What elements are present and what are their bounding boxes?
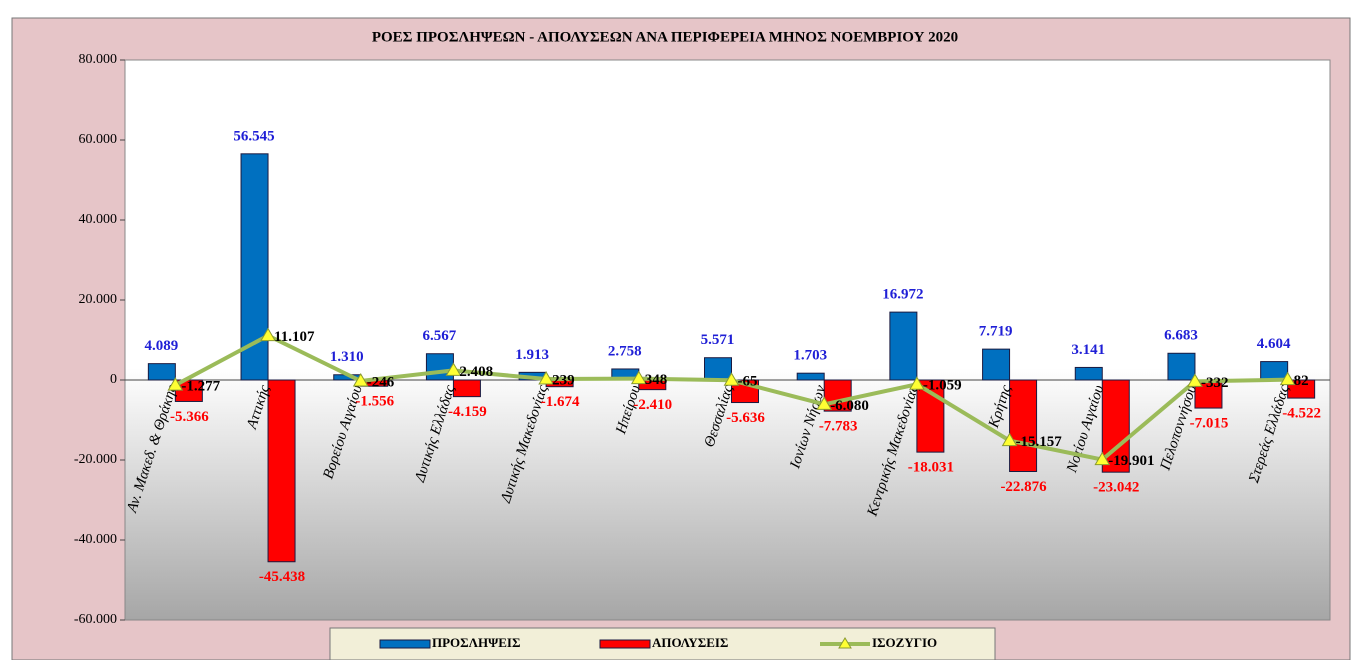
bar <box>704 357 732 381</box>
line-marker <box>352 372 369 387</box>
data-label: 16.972 <box>882 287 923 303</box>
y-tick-label: -40.000 <box>74 532 117 547</box>
data-label: -45.438 <box>259 569 305 585</box>
bar <box>1260 361 1289 381</box>
data-label: -23.042 <box>1093 480 1139 496</box>
data-label: 5.571 <box>701 332 735 348</box>
data-label: 2.408 <box>459 364 493 380</box>
y-tick-label: -20.000 <box>74 452 117 467</box>
legend-marker <box>838 637 852 649</box>
data-label: 1.913 <box>515 347 549 363</box>
line-marker <box>260 327 276 342</box>
bar <box>889 311 918 381</box>
line-marker <box>1001 432 1018 447</box>
line-marker <box>167 377 184 391</box>
bar <box>452 379 481 398</box>
data-label: -2.410 <box>633 397 672 413</box>
bar <box>982 348 1011 381</box>
data-label: -15.157 <box>1016 434 1063 450</box>
data-label: -4.522 <box>1282 406 1321 422</box>
line-marker <box>1094 451 1111 466</box>
data-label: 2.758 <box>608 343 642 359</box>
bar <box>796 372 825 381</box>
data-label: -18.031 <box>908 460 954 476</box>
chart-title: ΡΟΕΣ ΠΡΟΣΛΗΨΕΩΝ - ΑΠΟΛΥΣΕΩΝ ΑΝΑ ΠΕΡΙΦΕΡΕ… <box>372 29 958 45</box>
data-label: -1.674 <box>541 394 580 410</box>
data-label: 6.683 <box>1164 328 1198 344</box>
data-label: -7.015 <box>1190 415 1229 431</box>
data-label: 4.089 <box>144 338 178 354</box>
legend <box>329 627 996 661</box>
data-label: 82 <box>1294 373 1309 389</box>
data-label: -22.876 <box>1000 479 1047 495</box>
data-label: -5.366 <box>170 409 209 425</box>
y-tick-label: -60.000 <box>74 612 117 627</box>
line-marker <box>909 376 925 390</box>
data-label: -6.080 <box>830 398 869 414</box>
data-label: 3.141 <box>1071 342 1105 358</box>
y-tick-label: 80.000 <box>79 52 118 67</box>
line-marker <box>816 396 833 410</box>
legend-swatch <box>599 639 651 649</box>
plot-area <box>124 59 1331 621</box>
data-label: 348 <box>645 372 668 388</box>
legend-swatch <box>379 639 431 649</box>
y-tick-label: 20.000 <box>79 292 118 307</box>
data-label: 1.310 <box>330 349 364 365</box>
data-label: 56.545 <box>233 128 274 144</box>
bar <box>425 353 454 381</box>
data-label: 4.604 <box>1257 336 1291 352</box>
data-label: 239 <box>552 372 575 388</box>
line-marker <box>1279 371 1296 386</box>
line-marker <box>538 371 554 385</box>
data-label: -332 <box>1201 375 1229 391</box>
legend-label: ΠΡΟΣΛΗΨΕΙΣ <box>432 635 520 650</box>
line-marker <box>723 372 740 386</box>
y-tick-label: 40.000 <box>79 212 118 227</box>
data-label: -1.277 <box>181 379 220 395</box>
data-label: -4.159 <box>448 404 487 420</box>
bar <box>267 379 296 563</box>
data-label: 11.107 <box>274 329 315 345</box>
data-label: -246 <box>367 374 395 390</box>
bar <box>147 363 176 381</box>
data-label: -7.783 <box>819 419 858 435</box>
data-label: -65 <box>738 374 758 390</box>
data-label: -1.059 <box>923 378 962 394</box>
y-tick-label: 60.000 <box>79 132 118 147</box>
line-marker <box>445 362 462 376</box>
legend-label: ΑΠΟΛΥΣΕΙΣ <box>652 635 728 650</box>
line-marker <box>1187 373 1203 387</box>
bar <box>1167 352 1196 381</box>
data-label: -19.901 <box>1108 453 1154 469</box>
line-marker <box>630 370 647 385</box>
bar <box>1074 366 1103 381</box>
data-label: 1.703 <box>793 348 827 364</box>
data-label: 7.719 <box>979 324 1013 340</box>
data-label: 6.567 <box>423 328 457 344</box>
legend-label: ΙΣΟΖΥΓΙΟ <box>872 635 937 650</box>
y-tick-label: 0 <box>110 372 117 387</box>
data-label: -1.556 <box>355 394 394 410</box>
bar <box>1009 379 1038 473</box>
data-label: -5.636 <box>726 410 765 426</box>
